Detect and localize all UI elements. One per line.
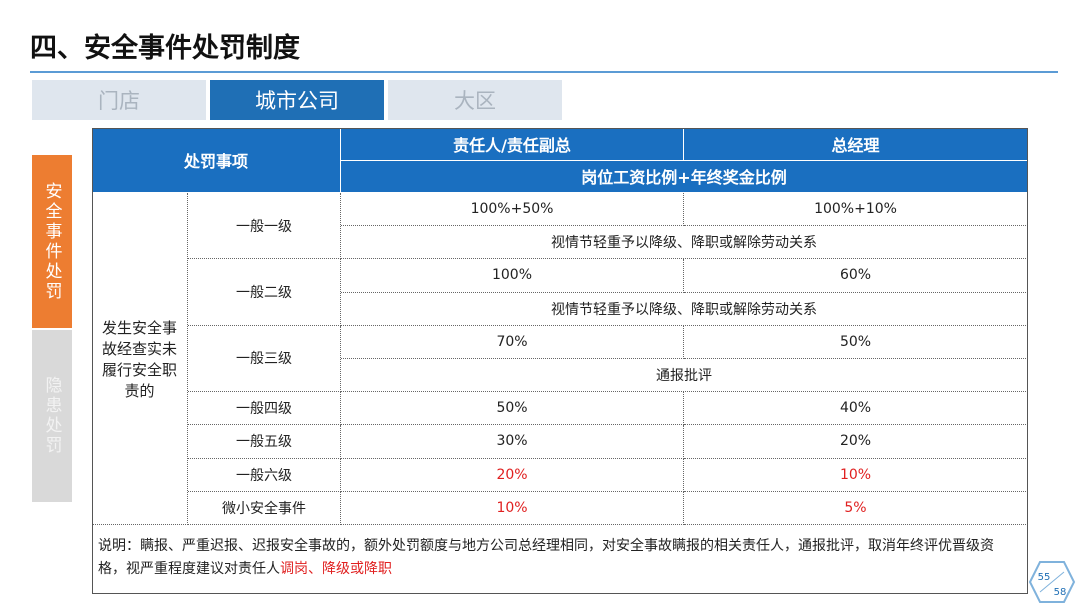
remark-cell: 通报批评 [341, 359, 1028, 393]
value-cell: 100%+50% [341, 193, 684, 227]
level-cell: 一般六级 [188, 458, 341, 492]
value-cell: 60% [684, 259, 1028, 293]
tab[interactable]: 大区 [388, 80, 562, 120]
value-cell: 40% [684, 392, 1028, 426]
remark-cell: 视情节轻重予以降级、降职或解除劳动关系 [341, 226, 1028, 260]
value-cell: 5% [684, 491, 1028, 525]
side-tab[interactable]: 隐患处罚 [32, 330, 72, 502]
value-cell: 20% [341, 458, 684, 492]
level-cell: 一般一级 [188, 193, 341, 260]
tab[interactable]: 门店 [32, 80, 206, 120]
page-current: 55 [1038, 572, 1051, 583]
value-cell: 50% [684, 325, 1028, 359]
value-cell: 20% [684, 425, 1028, 459]
value-cell: 70% [341, 325, 684, 359]
level-cell: 微小安全事件 [188, 491, 341, 525]
value-cell: 10% [684, 458, 1028, 492]
remark-cell: 视情节轻重予以降级、降职或解除劳动关系 [341, 292, 1028, 326]
header-cell: 岗位工资比例+年终奖金比例 [341, 160, 1028, 193]
side-tab[interactable]: 安全事件处罚 [32, 155, 72, 328]
note-text: 说明：瞒报、严重迟报、迟报安全事故的，额外处罚额度与地方公司总经理相同，对安全事… [98, 538, 994, 577]
group-cell: 发生安全事故经查实未履行安全职责的 [92, 193, 188, 525]
level-cell: 一般二级 [188, 259, 341, 326]
page-title: 四、安全事件处罚制度 [30, 33, 300, 64]
title-rule [30, 71, 1058, 73]
value-cell: 50% [341, 392, 684, 426]
value-cell: 10% [341, 491, 684, 525]
tab[interactable]: 城市公司 [210, 80, 384, 120]
badge-slash [1039, 571, 1065, 593]
header-cell: 处罚事项 [92, 128, 341, 193]
note-highlight: 调岗、降级或降职 [280, 561, 392, 577]
value-cell: 100%+10% [684, 193, 1028, 227]
value-cell: 30% [341, 425, 684, 459]
value-cell: 100% [341, 259, 684, 293]
header-cell: 责任人/责任副总 [341, 128, 684, 161]
page-total: 58 [1054, 587, 1067, 598]
page-badge: 55 58 [1028, 561, 1076, 603]
header-cell: 总经理 [684, 128, 1028, 161]
level-cell: 一般五级 [188, 425, 341, 459]
level-cell: 一般四级 [188, 392, 341, 426]
note-cell: 说明：瞒报、严重迟报、迟报安全事故的，额外处罚额度与地方公司总经理相同，对安全事… [92, 525, 1028, 594]
level-cell: 一般三级 [188, 325, 341, 393]
note-body: 说明：瞒报、严重迟报、迟报安全事故的，额外处罚额度与地方公司总经理相同，对安全事… [98, 535, 1021, 581]
